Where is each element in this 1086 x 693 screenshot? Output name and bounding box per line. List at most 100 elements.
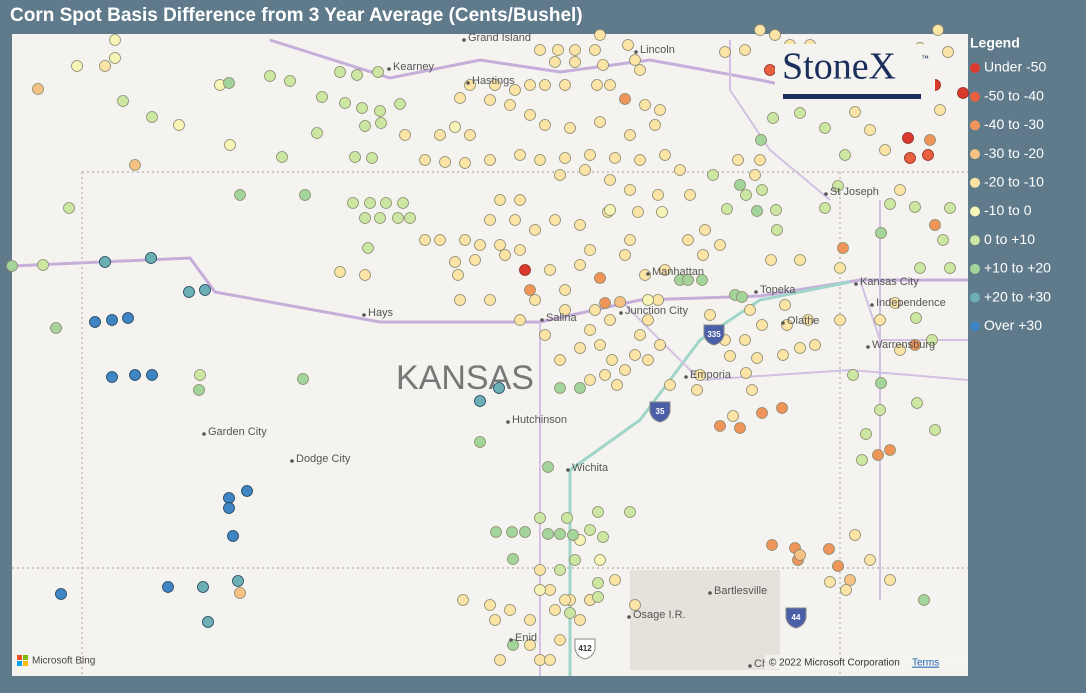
location-dot[interactable] [484, 214, 496, 226]
location-dot[interactable] [507, 553, 519, 565]
location-dot[interactable] [544, 654, 556, 666]
location-dot[interactable] [918, 594, 930, 606]
location-dot[interactable] [654, 339, 666, 351]
location-dot[interactable] [162, 581, 174, 593]
location-dot[interactable] [809, 339, 821, 351]
location-dot[interactable] [559, 594, 571, 606]
location-dot[interactable] [549, 214, 561, 226]
location-dot[interactable] [584, 244, 596, 256]
location-dot[interactable] [375, 117, 387, 129]
location-dot[interactable] [554, 169, 566, 181]
location-dot[interactable] [109, 52, 121, 64]
location-dot[interactable] [844, 574, 856, 586]
location-dot[interactable] [755, 134, 767, 146]
location-dot[interactable] [559, 152, 571, 164]
location-dot[interactable] [794, 342, 806, 354]
location-dot[interactable] [624, 129, 636, 141]
location-dot[interactable] [942, 46, 954, 58]
location-dot[interactable] [549, 604, 561, 616]
location-dot[interactable] [183, 286, 195, 298]
location-dot[interactable] [699, 224, 711, 236]
location-dot[interactable] [594, 272, 606, 284]
location-dot[interactable] [554, 634, 566, 646]
location-dot[interactable] [634, 154, 646, 166]
location-dot[interactable] [944, 262, 956, 274]
location-dot[interactable] [594, 116, 606, 128]
location-dot[interactable] [592, 577, 604, 589]
location-dot[interactable] [756, 407, 768, 419]
location-dot[interactable] [374, 212, 386, 224]
location-dot[interactable] [561, 512, 573, 524]
location-dot[interactable] [957, 87, 969, 99]
location-dot[interactable] [824, 576, 836, 588]
location-dot[interactable] [493, 382, 505, 394]
location-dot[interactable] [524, 79, 536, 91]
location-dot[interactable] [193, 384, 205, 396]
location-dot[interactable] [779, 299, 791, 311]
location-dot[interactable] [874, 404, 886, 416]
location-dot[interactable] [129, 369, 141, 381]
location-dot[interactable] [372, 66, 384, 78]
location-dot[interactable] [449, 256, 461, 268]
location-dot[interactable] [574, 382, 586, 394]
location-dot[interactable] [606, 354, 618, 366]
location-dot[interactable] [624, 234, 636, 246]
location-dot[interactable] [929, 219, 941, 231]
location-dot[interactable] [514, 314, 526, 326]
location-dot[interactable] [311, 127, 323, 139]
location-dot[interactable] [529, 294, 541, 306]
location-dot[interactable] [794, 107, 806, 119]
location-dot[interactable] [484, 94, 496, 106]
location-dot[interactable] [832, 560, 844, 572]
location-dot[interactable] [569, 44, 581, 56]
location-dot[interactable] [514, 149, 526, 161]
location-dot[interactable] [494, 194, 506, 206]
location-dot[interactable] [399, 129, 411, 141]
location-dot[interactable] [297, 373, 309, 385]
location-dot[interactable] [464, 129, 476, 141]
location-dot[interactable] [459, 157, 471, 169]
location-dot[interactable] [37, 259, 49, 271]
location-dot[interactable] [484, 599, 496, 611]
location-dot[interactable] [484, 154, 496, 166]
location-dot[interactable] [199, 284, 211, 296]
location-dot[interactable] [299, 189, 311, 201]
location-dot[interactable] [374, 105, 386, 117]
location-dot[interactable] [474, 436, 486, 448]
location-dot[interactable] [439, 156, 451, 168]
location-dot[interactable] [544, 264, 556, 276]
location-dot[interactable] [632, 206, 644, 218]
location-dot[interactable] [504, 99, 516, 111]
location-dot[interactable] [732, 154, 744, 166]
location-dot[interactable] [224, 139, 236, 151]
location-dot[interactable] [454, 294, 466, 306]
location-dot[interactable] [597, 59, 609, 71]
location-dot[interactable] [452, 269, 464, 281]
location-dot[interactable] [932, 24, 944, 36]
location-dot[interactable] [524, 614, 536, 626]
location-dot[interactable] [106, 371, 118, 383]
location-dot[interactable] [691, 384, 703, 396]
location-dot[interactable] [489, 614, 501, 626]
location-dot[interactable] [276, 151, 288, 163]
location-dot[interactable] [364, 197, 376, 209]
location-dot[interactable] [847, 369, 859, 381]
location-dot[interactable] [434, 234, 446, 246]
location-dot[interactable] [419, 234, 431, 246]
location-dot[interactable] [694, 369, 706, 381]
location-dot[interactable] [910, 312, 922, 324]
location-dot[interactable] [639, 99, 651, 111]
location-dot[interactable] [674, 164, 686, 176]
location-dot[interactable] [864, 124, 876, 136]
location-dot[interactable] [746, 384, 758, 396]
location-dot[interactable] [740, 367, 752, 379]
location-dot[interactable] [599, 369, 611, 381]
location-dot[interactable] [604, 79, 616, 91]
location-dot[interactable] [334, 66, 346, 78]
location-dot[interactable] [909, 201, 921, 213]
location-dot[interactable] [696, 274, 708, 286]
location-dot[interactable] [509, 214, 521, 226]
location-dot[interactable] [50, 322, 62, 334]
location-dot[interactable] [609, 152, 621, 164]
location-dot[interactable] [823, 543, 835, 555]
